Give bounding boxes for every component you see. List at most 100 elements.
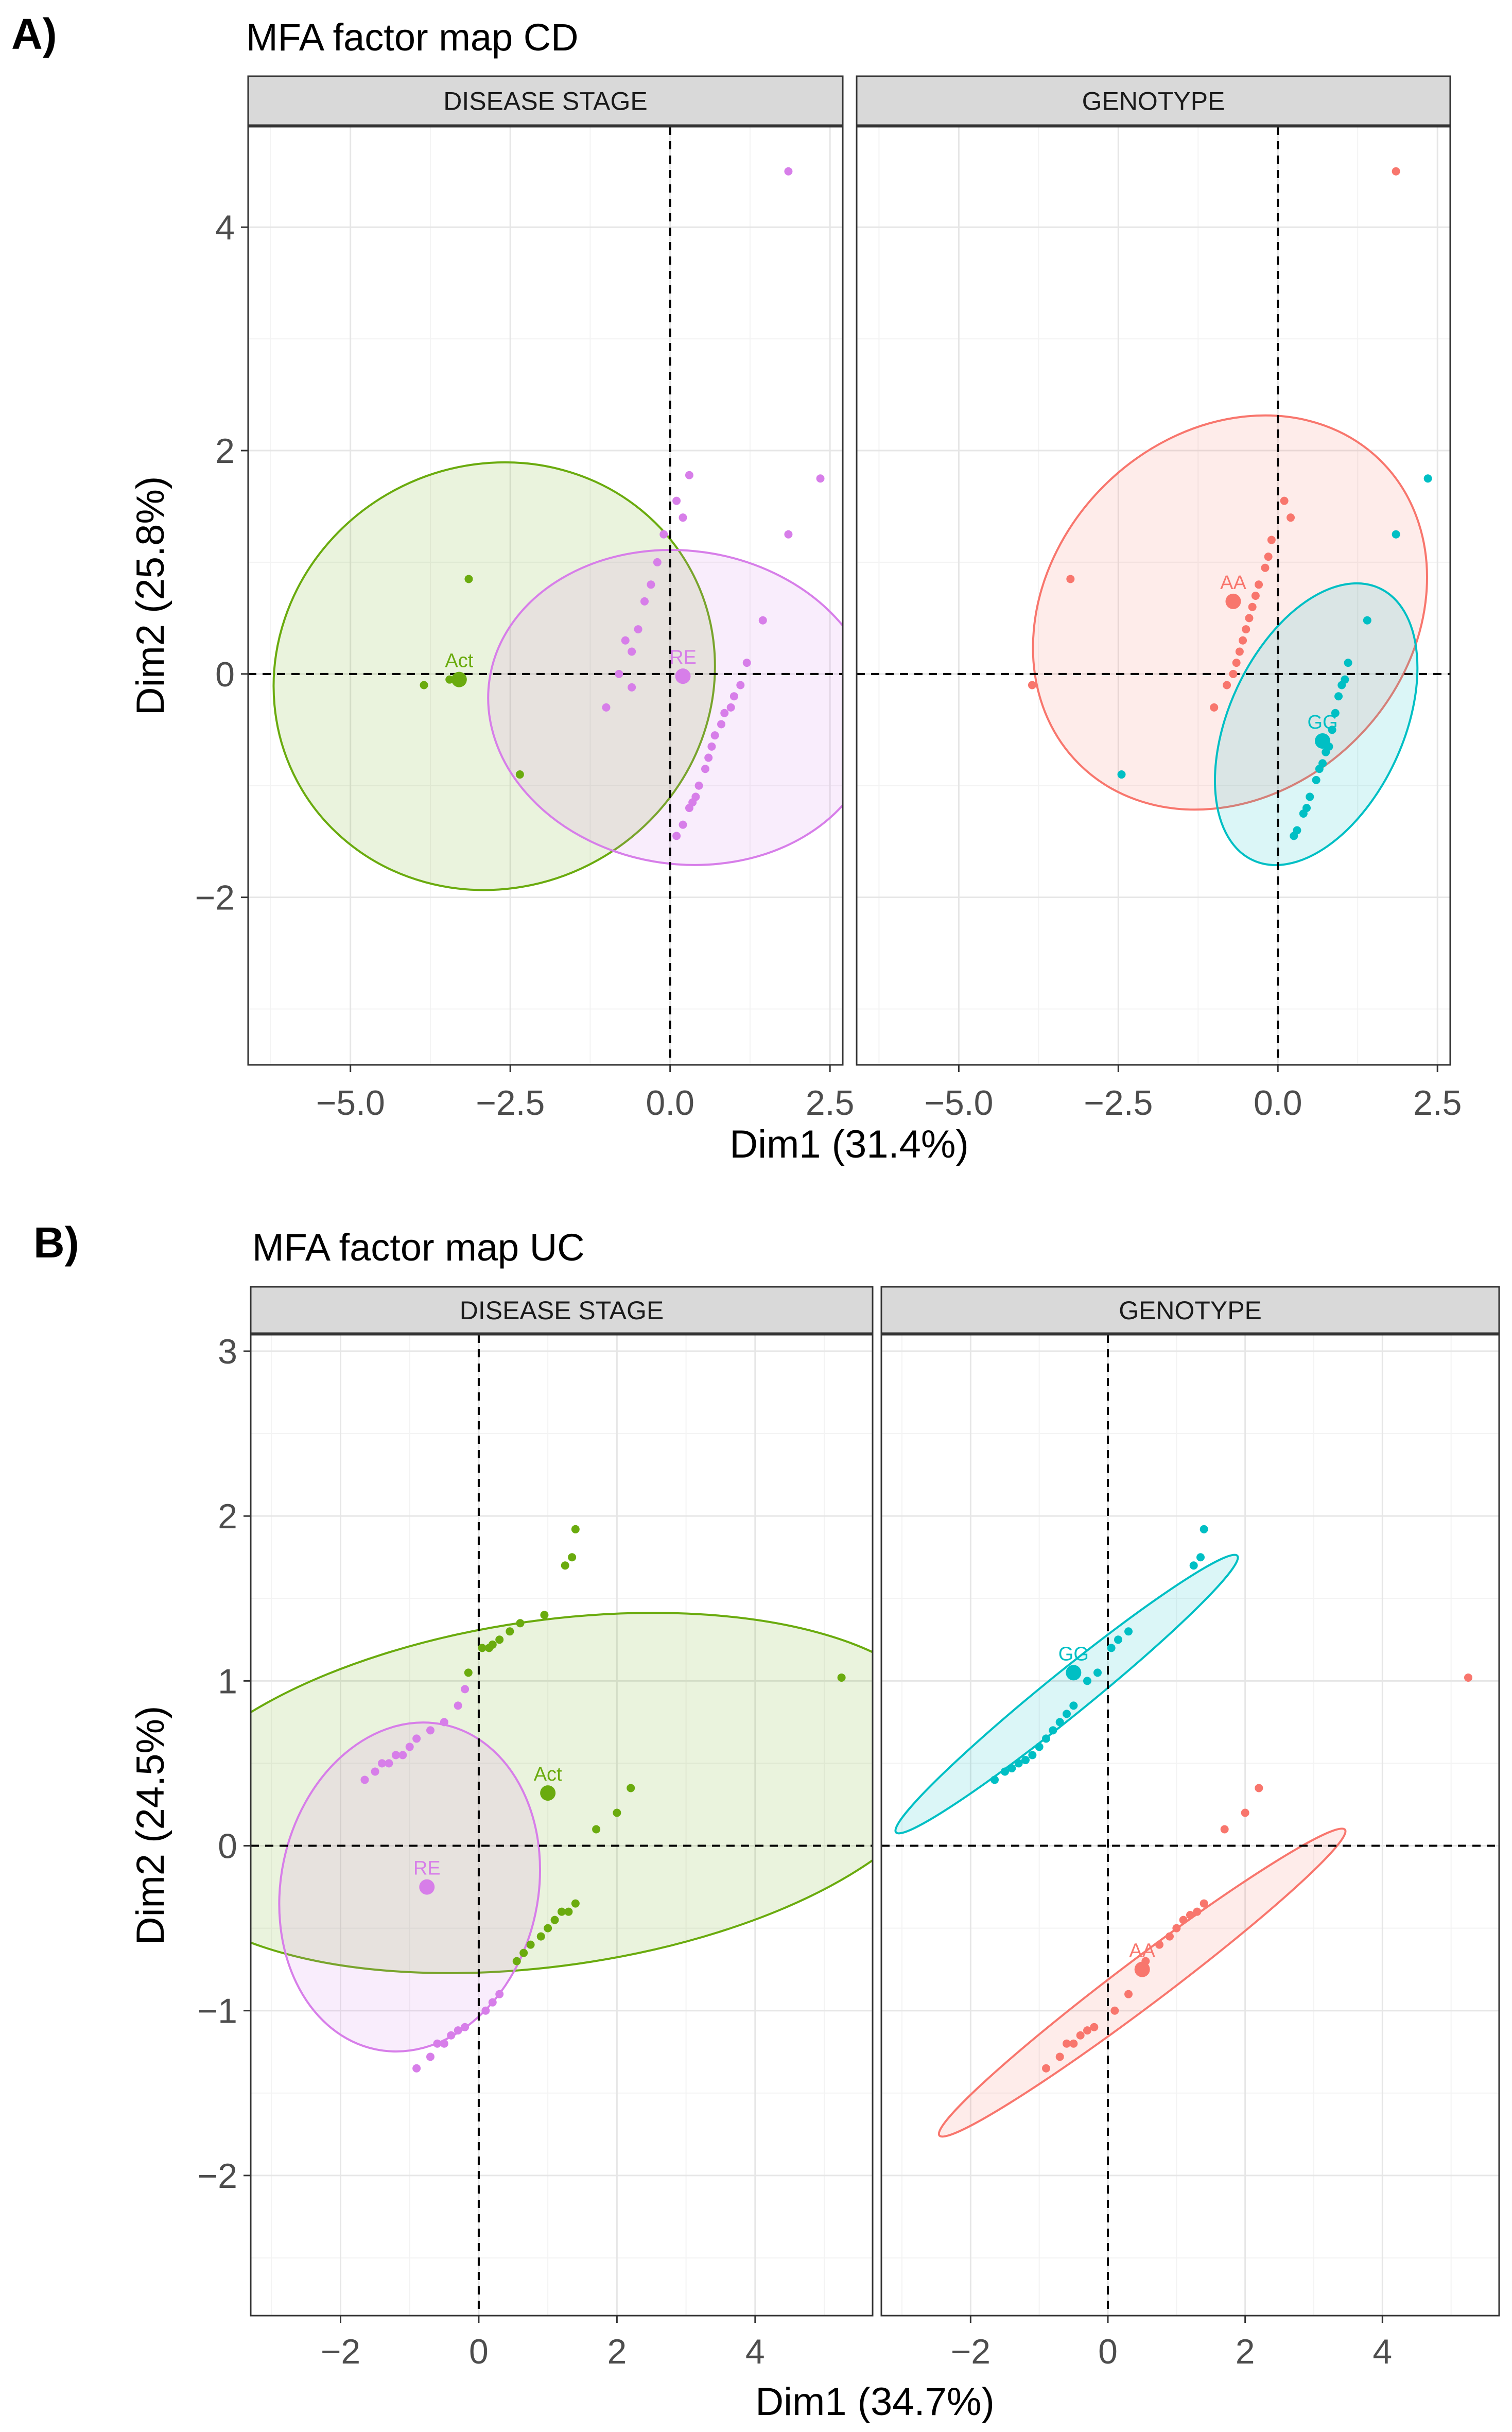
data-point-gg (1322, 748, 1330, 756)
data-point-gg (1028, 1751, 1037, 1760)
data-point-gg (1055, 1718, 1064, 1727)
data-point-re (461, 2023, 470, 2031)
x-axis-title: Dim1 (31.4%) (729, 1123, 969, 1166)
data-point-act (571, 1899, 580, 1908)
data-point-act (592, 1825, 601, 1834)
data-point-gg (1093, 1668, 1102, 1677)
group-label-act: Act (534, 1764, 562, 1785)
data-point-aa (1223, 681, 1231, 689)
data-point-aa (1245, 614, 1254, 623)
data-point-aa (1235, 647, 1244, 656)
data-point-re (758, 616, 767, 625)
data-point-re (495, 1990, 504, 1998)
data-point-aa (1241, 1808, 1249, 1817)
panel-background (248, 127, 843, 1065)
data-point-aa (1110, 2006, 1119, 2015)
data-point-re (426, 2052, 435, 2061)
data-point-re (672, 496, 681, 505)
data-point-re (481, 2006, 490, 2015)
data-point-re (640, 597, 649, 606)
data-point-aa (1186, 1910, 1194, 1919)
data-point-aa (1255, 1784, 1263, 1792)
y-axis-title: Dim2 (24.5%) (129, 1706, 172, 1945)
data-point-gg (1334, 692, 1343, 701)
data-point-gg (1107, 1644, 1116, 1652)
data-point-re (679, 513, 687, 522)
panel-border (880, 1334, 1500, 2317)
data-point-gg (1049, 1726, 1057, 1735)
group-label-re: RE (413, 1858, 441, 1879)
data-point-re (433, 2039, 442, 2048)
data-point-aa (1264, 553, 1273, 561)
centroid-aa (1134, 1961, 1150, 1977)
data-point-re (726, 703, 735, 712)
data-point-aa (1392, 167, 1400, 176)
data-point-aa (1232, 659, 1241, 667)
data-point-gg (1290, 832, 1298, 840)
data-point-act (420, 681, 428, 689)
data-point-aa (1242, 625, 1250, 634)
facet-disease-stage: DISEASE STAGE Act RE −2 0 2 4 (250, 1286, 874, 2371)
data-point-aa (1172, 1924, 1181, 1933)
data-point-re (454, 1701, 462, 1710)
data-point-re (701, 765, 709, 773)
panel-b-label: B) (33, 1218, 79, 1267)
data-point-gg (1114, 1635, 1122, 1644)
data-point-re (398, 1751, 407, 1760)
data-point-aa (1210, 703, 1219, 712)
y-tick-label: 3 (218, 1332, 237, 1371)
y-tick-label: 0 (215, 655, 235, 694)
data-point-gg (1302, 804, 1311, 813)
data-point-act (488, 1640, 497, 1649)
y-tick-label: 2 (218, 1497, 237, 1536)
data-point-re (784, 167, 793, 176)
data-point-re (688, 798, 697, 807)
data-point-re (426, 1726, 435, 1735)
data-point-aa (1267, 536, 1276, 544)
data-point-act (540, 1611, 549, 1619)
data-point-aa (1055, 2052, 1064, 2061)
data-point-re (621, 636, 630, 645)
panel-background (251, 1335, 873, 2316)
data-point-act (558, 1907, 566, 1916)
data-point-re (360, 1775, 369, 1784)
data-point-aa (1063, 2039, 1071, 2048)
x-tick-label: −2 (951, 2332, 991, 2371)
panel-border (250, 1334, 874, 2317)
data-point-gg (1344, 659, 1352, 667)
data-point-re (385, 1759, 393, 1768)
data-point-gg (1021, 1756, 1030, 1765)
facet-strip-label: GENOTYPE (1119, 1296, 1262, 1325)
data-point-act (561, 1561, 569, 1570)
x-tick-label: 4 (745, 2332, 765, 2371)
data-point-gg (1069, 1701, 1078, 1710)
x-tick-label: 0 (1098, 2332, 1118, 2371)
data-point-act (506, 1627, 514, 1636)
data-point-re (679, 820, 687, 829)
panel-background (857, 127, 1450, 1065)
chart-1: −2 −1 0 1 2 3 Dim1 (34.7%) Dim2 (24.5%) DISEASE … (129, 1286, 1500, 2424)
data-point-re (653, 558, 662, 566)
y-tick-label: −2 (197, 2157, 237, 2196)
data-point-act (571, 1525, 580, 1533)
data-point-aa (1066, 575, 1075, 583)
data-point-gg (1200, 1525, 1208, 1533)
facet-disease-stage: DISEASE STAGE Act RE −5.0 −2.5 0.0 2.5 (247, 75, 854, 1123)
confidence-ellipse-aa (937, 1827, 1347, 2138)
data-point-re (488, 1998, 497, 2007)
data-point-re (694, 781, 703, 790)
data-point-gg (1042, 1734, 1050, 1743)
data-point-gg (1063, 1710, 1071, 1718)
x-tick-label: −5.0 (924, 1083, 993, 1123)
centroid-re (675, 668, 691, 684)
centroid-re (419, 1879, 435, 1895)
confidence-ellipse-re (487, 548, 843, 866)
panel-background (881, 1335, 1499, 2316)
data-point-re (371, 1767, 379, 1776)
x-tick-label: −2.5 (1084, 1083, 1153, 1123)
panel-border (247, 126, 844, 1066)
facet-genotype: GENOTYPE GG AA −2 0 2 4 (880, 1286, 1500, 2371)
data-point-gg (1117, 770, 1126, 779)
data-point-act (515, 770, 524, 779)
data-point-re (659, 530, 668, 539)
